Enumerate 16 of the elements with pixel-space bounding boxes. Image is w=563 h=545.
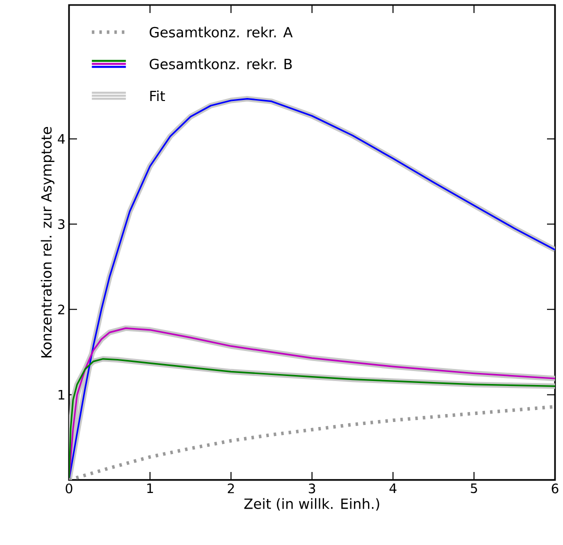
x-tick-label: 6 bbox=[552, 483, 558, 494]
legend-label: Gesamtkonz. rekr. B bbox=[150, 58, 292, 70]
legend-label: Fit bbox=[150, 90, 165, 102]
x-tick-label: 5 bbox=[470, 483, 478, 494]
x-tick-label: 3 bbox=[308, 483, 316, 494]
legend-label: Gesamtkonz. rekr. A bbox=[150, 26, 293, 38]
x-axis-title: Zeit (in willk. Einh.) bbox=[244, 498, 380, 511]
x-tick-label: 4 bbox=[390, 483, 396, 493]
y-tick-label: 4 bbox=[58, 134, 65, 144]
y-axis-title: Konzentration rel. zur Asymptote bbox=[40, 126, 54, 358]
y-tick-label: 1 bbox=[58, 390, 64, 400]
y-tick-label: 2 bbox=[58, 304, 64, 314]
y-tick-label: 3 bbox=[58, 219, 64, 230]
x-tick-label: 1 bbox=[147, 483, 153, 493]
x-tick-label: 2 bbox=[228, 483, 234, 494]
x-tick-label: 0 bbox=[66, 483, 72, 494]
